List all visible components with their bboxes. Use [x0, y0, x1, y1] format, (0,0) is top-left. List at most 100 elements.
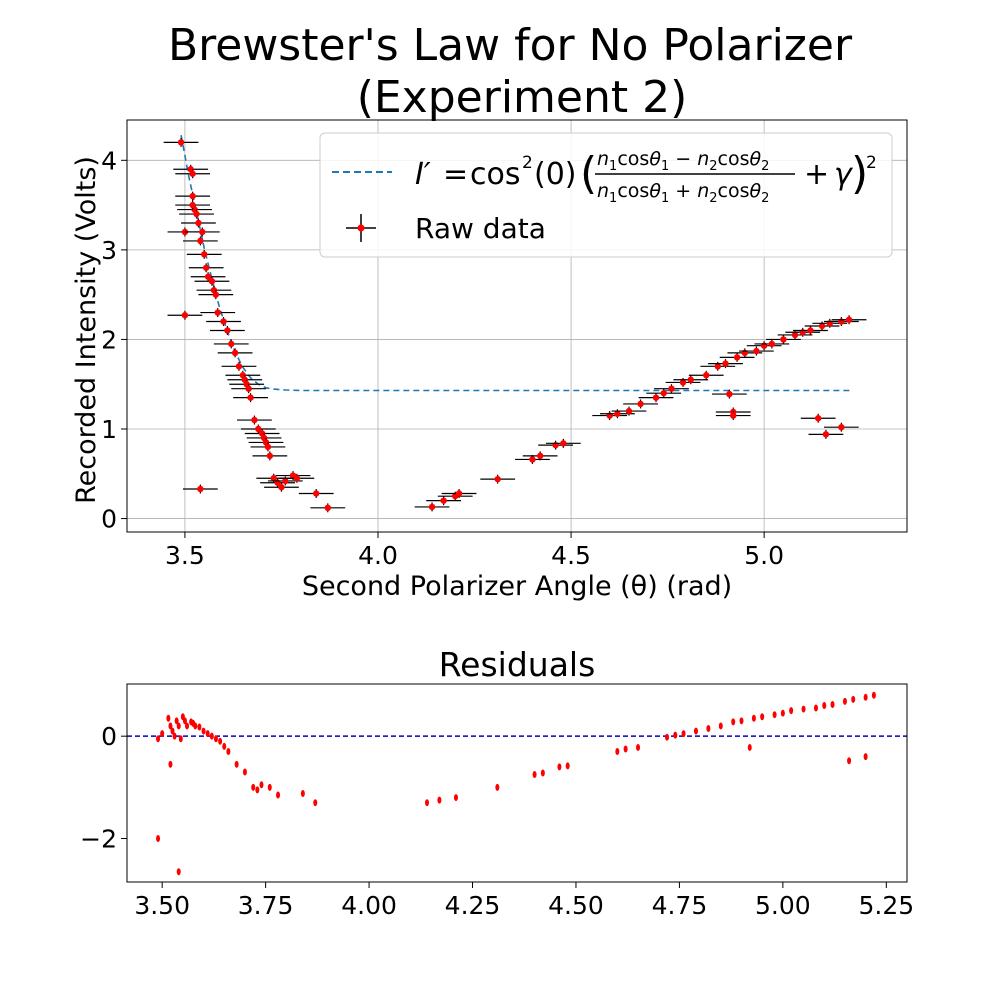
data-point: [808, 429, 844, 439]
data-point: [673, 375, 709, 385]
residual-point: [242, 768, 247, 776]
data-point: [646, 388, 682, 398]
data-marker: [753, 347, 760, 355]
residual-point: [178, 735, 183, 743]
data-point: [188, 263, 224, 273]
data-marker: [228, 340, 235, 348]
residuals-plot-frame: [126, 683, 908, 883]
data-marker: [235, 363, 243, 370]
residual-point: [718, 722, 723, 730]
data-marker: [440, 497, 447, 504]
residual-point: [168, 722, 173, 730]
data-marker: [652, 394, 660, 401]
data-point: [831, 315, 867, 325]
residual-point: [731, 718, 736, 726]
residuals-y-ticks: 0 −2: [80, 722, 127, 854]
residual-point: [760, 713, 765, 721]
svg-text:I′: I′: [415, 157, 431, 192]
data-point: [184, 227, 220, 237]
main-title-line2: (Experiment 2): [357, 72, 688, 123]
residual-point: [751, 714, 756, 722]
residual-point: [813, 704, 818, 712]
data-marker: [768, 340, 776, 348]
data-marker: [264, 443, 272, 451]
svg-text:γ: γ: [834, 157, 854, 192]
residual-point: [156, 735, 161, 743]
residual-point: [540, 769, 545, 777]
residual-point: [863, 693, 868, 701]
residuals-x-tick-label: 4.25: [445, 891, 501, 920]
data-marker: [278, 484, 285, 491]
main-x-tick-label: 4.0: [358, 541, 398, 570]
data-marker: [838, 424, 845, 431]
residual-point: [166, 714, 171, 722]
data-point: [688, 370, 724, 380]
data-point: [252, 451, 288, 461]
data-point: [441, 489, 477, 498]
data-marker: [282, 477, 289, 485]
data-marker: [780, 336, 787, 343]
data-marker: [494, 475, 501, 483]
main-x-tick-label: 3.5: [165, 541, 205, 570]
residual-point: [197, 723, 202, 731]
residual-point: [780, 709, 785, 717]
data-point: [545, 438, 581, 448]
data-marker: [536, 452, 544, 460]
data-marker: [189, 170, 196, 177]
residual-point: [300, 789, 305, 797]
svg-text:(0): (0): [534, 157, 577, 192]
data-point: [414, 502, 450, 512]
residual-point: [681, 730, 686, 738]
data-marker: [313, 490, 320, 497]
data-marker: [202, 264, 210, 271]
residual-point: [218, 737, 223, 745]
data-marker: [529, 456, 536, 463]
data-point: [240, 424, 276, 434]
data-point: [163, 137, 199, 147]
residual-point: [851, 695, 856, 703]
data-point: [654, 384, 689, 394]
data-marker: [722, 360, 729, 367]
data-marker: [212, 291, 220, 298]
data-point: [739, 346, 774, 356]
data-point: [167, 310, 203, 320]
data-marker: [428, 503, 436, 511]
residual-points: [156, 691, 876, 876]
data-marker: [199, 228, 206, 236]
main-y-tick-label: 3: [101, 236, 117, 265]
residual-point: [176, 868, 181, 876]
residual-point: [615, 748, 620, 756]
legend-data-label: Raw data: [415, 212, 546, 245]
residuals-x-tick-label: 4.00: [341, 891, 397, 920]
data-marker: [733, 354, 741, 361]
residual-point: [174, 717, 179, 725]
svg-text:2: 2: [866, 153, 877, 173]
residual-point: [156, 835, 161, 843]
legend: I′ = cos 2 (0) ( n1cosθ1 − n2cosθ2 n1cos…: [319, 132, 893, 258]
data-marker: [193, 210, 200, 218]
data-marker: [614, 410, 621, 417]
data-marker: [822, 431, 830, 438]
data-point: [700, 361, 736, 371]
data-marker: [455, 490, 463, 497]
data-marker: [726, 390, 733, 398]
data-point: [250, 442, 286, 452]
data-marker: [197, 237, 204, 245]
data-point: [175, 169, 211, 179]
data-marker: [245, 385, 252, 392]
data-marker: [625, 407, 633, 415]
svg-text:n1cosθ1 + n2cosθ2: n1cosθ1 + n2cosθ2: [597, 180, 769, 206]
data-marker: [791, 331, 799, 339]
residual-point: [557, 763, 562, 771]
residual-point: [201, 727, 206, 735]
data-marker: [220, 318, 227, 325]
svg-text:): ): [851, 148, 868, 199]
residual-point: [871, 691, 876, 699]
residuals-x-tick-label: 3.50: [134, 891, 190, 920]
data-point: [198, 290, 234, 300]
data-marker: [324, 504, 331, 512]
data-point: [181, 218, 216, 228]
legend-box: [319, 132, 893, 258]
data-point: [719, 352, 755, 362]
residuals-x-ticks: 3.50 3.75 4.00 4.25 4.50 4.75 5.00 5.25: [134, 882, 914, 920]
